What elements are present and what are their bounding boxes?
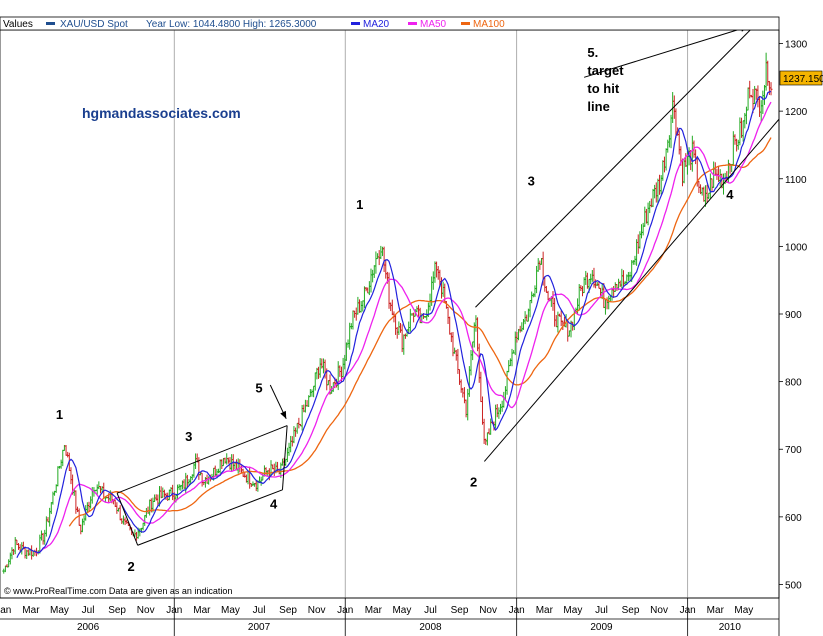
series-label: XAU/USD Spot xyxy=(60,19,128,30)
header-strip xyxy=(0,16,780,31)
trend-lines xyxy=(116,19,780,546)
wave-label-w4-2010: 4 xyxy=(726,187,734,202)
month-label-16: Sep xyxy=(451,605,469,616)
ma50-swatch xyxy=(408,22,417,25)
footer-note: © www.ProRealTime.com Data are given as … xyxy=(4,586,232,596)
ma50-line xyxy=(36,101,772,554)
channel-2006-upper xyxy=(116,425,288,494)
y-tick-label-1200: 1200 xyxy=(785,107,808,118)
month-label-4: Sep xyxy=(108,605,126,616)
wave-label-w4-2007: 4 xyxy=(270,497,278,512)
y-tick-label-900: 900 xyxy=(785,310,802,321)
target-note-line-3: line xyxy=(587,99,609,114)
arrow-wave5-2007-head xyxy=(280,410,287,419)
series-swatch xyxy=(46,22,55,25)
watermark: hgmandassociates.com xyxy=(82,105,241,121)
month-label-24: Jan xyxy=(680,605,696,616)
month-label-14: May xyxy=(392,605,411,616)
channel-2006-lower xyxy=(137,489,283,546)
y-tick-label-500: 500 xyxy=(785,580,802,591)
month-label-13: Mar xyxy=(365,605,383,616)
month-label-9: Jul xyxy=(253,605,266,616)
x-axis: Jan Mar May Jul Sep Nov Jan Mar May Jul Sep Nov Jan M… xyxy=(0,597,779,633)
ma100-swatch xyxy=(461,22,470,25)
month-label-10: Sep xyxy=(279,605,297,616)
ma20-legend: MA20 xyxy=(363,19,390,30)
target-note-line-0: 5. xyxy=(587,45,598,60)
month-label-23: Nov xyxy=(650,605,668,616)
month-label-5: Nov xyxy=(137,605,155,616)
channel-2006-left xyxy=(116,493,139,546)
range-label: Year Low: 1044.4800 High: 1265.3000 xyxy=(146,19,317,30)
year-label-2006: 2006 xyxy=(77,622,100,633)
header-values-label: Values xyxy=(3,19,33,30)
arrow-target xyxy=(583,26,749,78)
month-label-0: Jan xyxy=(0,605,11,616)
month-label-17: Nov xyxy=(479,605,497,616)
month-label-12: Jan xyxy=(337,605,353,616)
month-label-11: Nov xyxy=(308,605,326,616)
wave-label-w1-2006: 1 xyxy=(56,407,63,422)
ma100-legend: MA100 xyxy=(473,19,505,30)
month-label-15: Jul xyxy=(424,605,437,616)
last-price-box xyxy=(779,70,823,86)
ma20-swatch xyxy=(351,22,360,25)
channel-2006-right xyxy=(281,425,288,490)
year-label-2008: 2008 xyxy=(419,622,442,633)
month-label-8: May xyxy=(221,605,240,616)
wave-label-w5-2007: 5 xyxy=(255,380,262,395)
month-label-18: Jan xyxy=(509,605,525,616)
wave-label-w2-2006: 2 xyxy=(128,559,135,574)
wave-label-w3-2006: 3 xyxy=(185,429,192,444)
wave-label-w1-2008: 1 xyxy=(356,197,363,212)
ma20-line xyxy=(16,90,772,559)
y-axis: 500 600 700 800 900 1000 1100 1200 1300 xyxy=(778,30,808,636)
month-label-20: May xyxy=(563,605,582,616)
ma100-line xyxy=(68,137,772,527)
month-label-6: Jan xyxy=(166,605,182,616)
month-label-2: May xyxy=(50,605,69,616)
target-note: 5. target to hit line xyxy=(587,45,624,114)
y-tick-label-700: 700 xyxy=(785,445,802,456)
month-label-3: Jul xyxy=(82,605,95,616)
y-tick-label-1000: 1000 xyxy=(785,242,808,253)
target-note-line-2: to hit xyxy=(587,81,619,96)
y-tick-label-800: 800 xyxy=(785,378,802,389)
ma50-legend: MA50 xyxy=(420,19,447,30)
last-price-label: 1237.150 xyxy=(783,74,823,85)
wave-label-w2-2008: 2 xyxy=(470,474,477,489)
last-price-marker: 1237.150 xyxy=(779,70,823,86)
channel-2008-lower xyxy=(483,118,780,462)
y-tick-label-600: 600 xyxy=(785,513,802,524)
channel-2008-upper xyxy=(475,19,761,308)
target-note-line-1: target xyxy=(587,63,624,78)
month-label-25: Mar xyxy=(707,605,725,616)
year-label-2009: 2009 xyxy=(590,622,613,633)
month-label-19: Mar xyxy=(536,605,554,616)
month-label-21: Jul xyxy=(595,605,608,616)
month-label-22: Sep xyxy=(622,605,640,616)
month-label-1: Mar xyxy=(22,605,40,616)
month-label-26: May xyxy=(734,605,753,616)
year-label-2010: 2010 xyxy=(719,622,742,633)
wave-labels: 1 2 3 4 5 1 2 3 4 xyxy=(56,174,734,574)
y-tick-label-1100: 1100 xyxy=(785,175,807,186)
wave-label-w3-2009: 3 xyxy=(528,174,535,189)
month-label-7: Mar xyxy=(193,605,211,616)
year-label-2007: 2007 xyxy=(248,622,271,633)
y-tick-label-1300: 1300 xyxy=(785,40,808,51)
